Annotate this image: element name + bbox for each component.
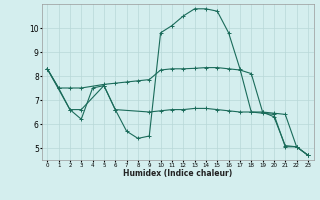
X-axis label: Humidex (Indice chaleur): Humidex (Indice chaleur)	[123, 169, 232, 178]
